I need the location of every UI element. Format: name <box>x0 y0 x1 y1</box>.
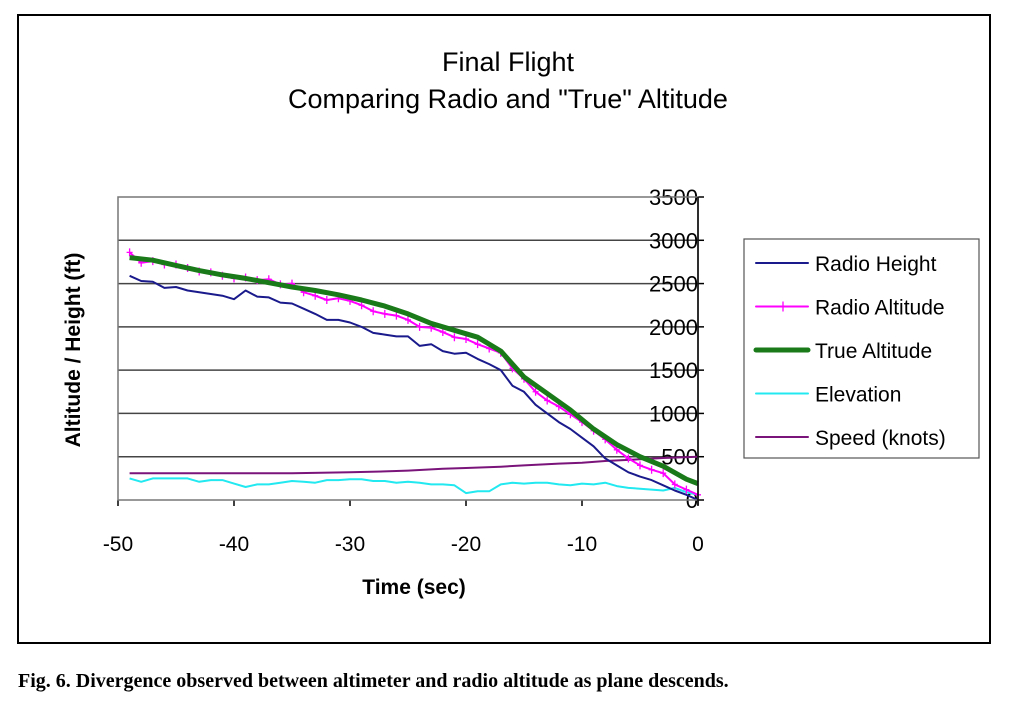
series-line-radio-height <box>129 274 699 501</box>
x-tick-label: -40 <box>219 533 249 556</box>
data-point-marker <box>671 480 678 489</box>
legend-label: Speed (knots) <box>815 427 946 450</box>
data-point-marker <box>637 461 643 470</box>
legend-label: Elevation <box>815 384 901 407</box>
gridlines <box>118 239 698 458</box>
x-tick-label: 0 <box>692 533 704 556</box>
y-tick-label: 1000 <box>649 401 698 426</box>
series-line-elevation <box>129 477 699 496</box>
data-point-marker <box>648 465 655 474</box>
data-point-marker <box>370 307 377 316</box>
legend-item-elevation: Elevation <box>755 384 901 407</box>
data-point-marker <box>405 315 411 324</box>
y-tick-label: 2000 <box>649 315 698 340</box>
chart-title-line-1: Final Flight <box>442 47 575 77</box>
data-point-marker <box>660 469 667 478</box>
data-point-marker <box>544 396 551 405</box>
data-point-marker <box>683 485 690 494</box>
x-axis-label: Time (sec) <box>362 576 466 599</box>
x-axis-ticks: -50 -40 -30 -20 -10 0 <box>103 500 704 556</box>
data-point-marker <box>451 333 458 342</box>
legend-label: True Altitude <box>815 340 932 363</box>
legend-item-radio-altitude: Radio Altitude <box>755 297 945 320</box>
y-tick-label: 1500 <box>649 358 698 383</box>
legend-label: Radio Height <box>815 253 937 276</box>
legend-item-true-altitude: True Altitude <box>753 340 932 363</box>
x-tick-label: -10 <box>567 533 597 556</box>
series-line-speed-knots <box>129 455 699 475</box>
data-point-marker <box>126 248 133 257</box>
legend-item-radio-height: Radio Height <box>755 253 937 276</box>
legend-item-speed-knots: Speed (knots) <box>755 427 946 450</box>
y-tick-label: 2500 <box>649 272 698 297</box>
x-tick-label: -20 <box>451 533 481 556</box>
data-point-marker <box>474 340 481 349</box>
y-tick-label: 3000 <box>649 228 698 253</box>
data-point-marker <box>416 322 423 331</box>
series-lines <box>126 248 701 501</box>
figure-caption: Fig. 6. Divergence observed between alti… <box>18 670 729 692</box>
x-tick-label: -50 <box>103 533 133 556</box>
data-point-marker <box>393 311 400 320</box>
series-line-true-altitude <box>129 255 699 486</box>
legend: Radio Height Radio Altitude True Altitude E… <box>753 253 946 450</box>
y-axis-label: Altitude / Height (ft) <box>62 253 85 448</box>
legend-label: Radio Altitude <box>815 297 945 320</box>
chart-title-line-2: Comparing Radio and "True" Altitude <box>288 84 728 114</box>
data-point-marker <box>381 309 388 318</box>
data-point-marker <box>625 454 632 463</box>
data-point-marker <box>323 296 330 305</box>
data-point-marker <box>532 387 539 396</box>
x-tick-label: -30 <box>335 533 365 556</box>
